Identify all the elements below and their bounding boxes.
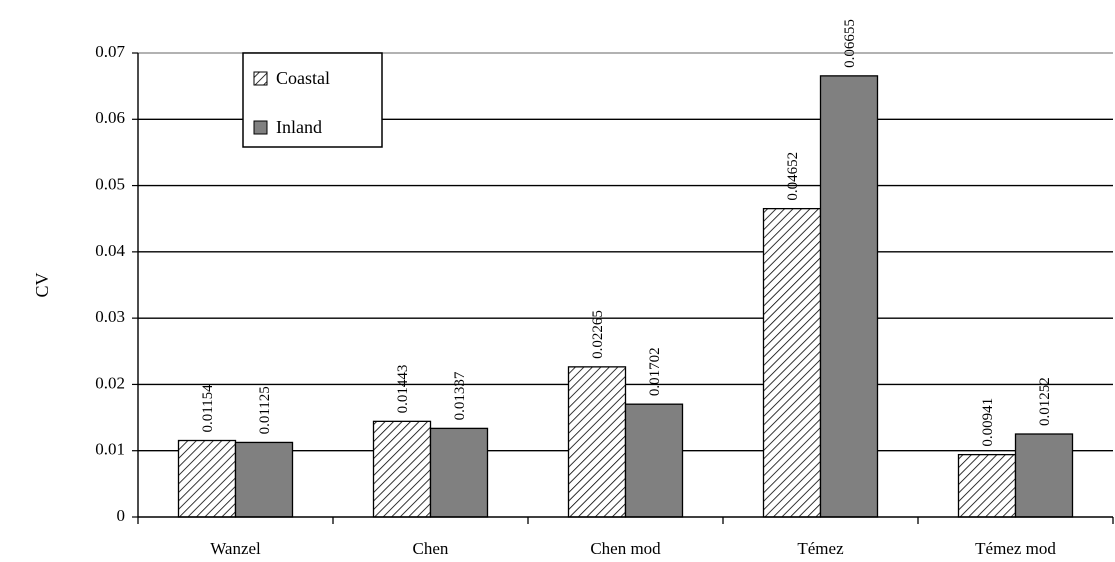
bar-value-label: 0.01252: [1037, 377, 1053, 426]
bar-inland-5: [1014, 433, 1074, 518]
bar-value-label: 0.01443: [395, 365, 411, 414]
bar-value-label: 0.02265: [590, 310, 606, 359]
bar-coastal-2: [372, 420, 432, 518]
legend-swatch-inland: [253, 120, 268, 135]
y-tick-label: 0: [117, 506, 126, 525]
bars: [177, 75, 1074, 518]
bar-value-label: 0.01702: [647, 347, 663, 396]
bar-inland-2: [429, 427, 489, 518]
bar-value-label: 0.06655: [842, 19, 858, 68]
axes: [137, 53, 1113, 518]
y-tick-label: 0.07: [95, 42, 125, 61]
legend-swatch-coastal: [253, 71, 268, 86]
bar-value-label: 0.04652: [785, 152, 801, 201]
bar-coastal-1: [177, 439, 237, 518]
value-labels: 0.01154 0.01125 0.01443 0.01337 0.02265 0.017…: [200, 19, 1053, 447]
y-tick-label: 0.03: [95, 307, 125, 326]
bar-inland-3: [624, 403, 684, 518]
y-tick-label: 0.01: [95, 440, 125, 459]
legend-label-coastal: Coastal: [276, 68, 330, 88]
x-tick-label: Témez mod: [975, 539, 1056, 558]
bar-value-label: 0.01154: [200, 384, 216, 433]
legend-label-inland: Inland: [276, 117, 322, 137]
y-tick-label: 0.04: [95, 241, 125, 260]
y-tick-label: 0.06: [95, 108, 125, 127]
bar-coastal-5: [957, 453, 1017, 518]
y-tick-label: 0.05: [95, 174, 125, 193]
y-axis-ticks: 0 0.01 0.02 0.03 0.04 0.05 0.06 0.07: [95, 42, 138, 525]
bar-inland-1: [234, 441, 294, 518]
legend: Coastal Inland: [242, 52, 383, 148]
y-axis-label: CV: [32, 272, 52, 297]
bar-inland-4: [819, 75, 879, 518]
bar-coastal-4: [762, 207, 822, 518]
bar-value-label: 0.01125: [257, 386, 273, 434]
x-tick-label: Témez: [797, 539, 844, 558]
x-tick-label: Chen: [413, 539, 449, 558]
x-axis-ticks: Wanzel Chen Chen mod Témez Témez mod: [137, 517, 1114, 558]
y-tick-label: 0.02: [95, 373, 125, 392]
bar-value-label: 0.00941: [980, 398, 996, 447]
bar-coastal-3: [567, 366, 627, 518]
bar-value-label: 0.01337: [452, 371, 468, 420]
x-tick-label: Wanzel: [210, 539, 261, 558]
x-tick-label: Chen mod: [590, 539, 661, 558]
